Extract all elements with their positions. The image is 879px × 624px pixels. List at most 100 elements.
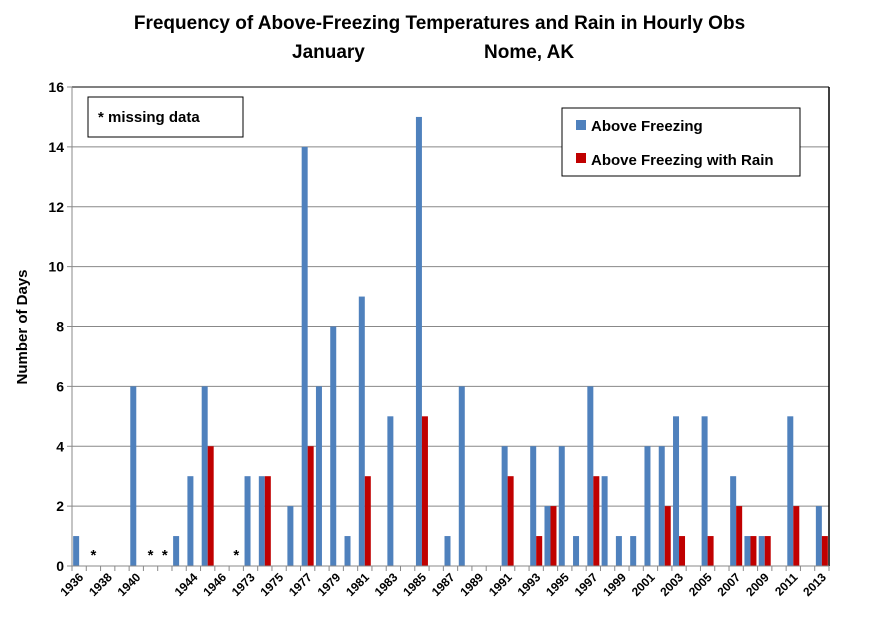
bar-above-freezing-1976 <box>287 506 294 566</box>
x-tick-label: 1979 <box>315 570 344 599</box>
bar-above-freezing-2002 <box>658 446 665 566</box>
chart-title: Frequency of Above-Freezing Temperatures… <box>133 13 746 34</box>
bar-above-freezing-1993 <box>530 446 537 566</box>
bar-above-freezing-2005 <box>701 416 708 566</box>
legend: Above Freezing Above Freezing with Rain <box>561 107 801 177</box>
bar-above-freezing-1945 <box>201 386 208 566</box>
y-tick-label: 10 <box>48 259 64 275</box>
bar-above-freezing-1979 <box>330 326 337 566</box>
x-tick-label: 1940 <box>115 570 144 599</box>
bar-above-freezing-rain-1981 <box>364 476 371 566</box>
bar-above-freezing-1998 <box>601 476 608 566</box>
x-tick-label: 2005 <box>686 570 715 599</box>
bar-above-freezing-1940 <box>130 386 137 566</box>
bar-above-freezing-rain-1991 <box>507 476 514 566</box>
x-tick-label: 1944 <box>172 570 201 599</box>
x-tick-label: 1987 <box>429 570 458 599</box>
x-tick-label: 2007 <box>715 570 744 599</box>
bar-above-freezing-rain-2005 <box>707 536 714 566</box>
x-tick-label: 1983 <box>372 570 401 599</box>
bar-above-freezing-1980 <box>344 536 351 566</box>
y-tick-label: 12 <box>48 199 64 215</box>
legend-swatch-above-freezing <box>576 120 586 130</box>
bar-above-freezing-1988 <box>458 386 465 566</box>
y-tick-label: 4 <box>56 438 64 454</box>
y-tick-label: 0 <box>56 558 64 574</box>
bar-above-freezing-1973 <box>244 476 251 566</box>
bar-above-freezing-2008 <box>744 536 751 566</box>
bar-above-freezing-1978 <box>315 386 322 566</box>
y-tick-label: 6 <box>56 378 64 394</box>
missing-marker: * <box>91 547 97 564</box>
bar-above-freezing-1994 <box>544 506 551 566</box>
bar-above-freezing-2000 <box>630 536 637 566</box>
bar-above-freezing-2013 <box>815 506 822 566</box>
missing-marker: * <box>233 547 239 564</box>
bar-above-freezing-rain-2008 <box>750 536 757 566</box>
bar-above-freezing-rain-1993 <box>536 536 543 566</box>
x-tick-label: 1991 <box>486 570 515 599</box>
bar-above-freezing-1997 <box>587 386 594 566</box>
x-tick-label: 2009 <box>743 570 772 599</box>
bar-above-freezing-1999 <box>615 536 622 566</box>
x-tick-label: 1989 <box>457 570 486 599</box>
bar-above-freezing-2011 <box>787 416 794 566</box>
x-tick-label: 2011 <box>772 570 801 599</box>
x-tick-label: 1946 <box>200 570 229 599</box>
x-tick-label: 1999 <box>600 570 629 599</box>
legend-label-above-freezing: Above Freezing <box>591 118 703 135</box>
chart-subtitle-month: January <box>292 42 365 63</box>
bar-above-freezing-2007 <box>730 476 737 566</box>
bar-above-freezing-rain-1945 <box>207 446 214 566</box>
y-axis-label: Number of Days <box>14 269 31 384</box>
bar-above-freezing-1995 <box>558 446 565 566</box>
bar-above-freezing-rain-2002 <box>664 506 671 566</box>
x-tick-label: 2013 <box>800 570 829 599</box>
bar-above-freezing-1983 <box>387 416 394 566</box>
x-tick-label: 1938 <box>86 570 115 599</box>
bar-above-freezing-rain-2003 <box>679 536 686 566</box>
x-tick-label: 1985 <box>400 570 429 599</box>
bar-above-freezing-2009 <box>758 536 765 566</box>
bar-above-freezing-rain-1985 <box>421 416 428 566</box>
bar-above-freezing-1944 <box>187 476 194 566</box>
x-tick-label: 1936 <box>57 570 86 599</box>
bar-above-freezing-rain-2011 <box>793 506 800 566</box>
bar-above-freezing-1985 <box>415 116 422 566</box>
bar-above-freezing-rain-2007 <box>736 506 743 566</box>
bar-above-freezing-rain-1977 <box>307 446 314 566</box>
x-tick-label: 1993 <box>515 570 544 599</box>
y-tick-label: 8 <box>56 319 64 335</box>
bar-above-freezing-2003 <box>673 416 680 566</box>
x-tick-label: 2003 <box>657 570 686 599</box>
missing-data-note: * missing data <box>87 96 244 138</box>
missing-marker: * <box>162 547 168 564</box>
bar-above-freezing-rain-1974 <box>264 476 271 566</box>
bar-above-freezing-1943 <box>173 536 180 566</box>
bar-above-freezing-2001 <box>644 446 651 566</box>
y-tick-label: 16 <box>48 79 64 95</box>
x-tick-label: 1973 <box>229 570 258 599</box>
x-tick-label: 1981 <box>343 570 372 599</box>
bar-above-freezing-rain-1997 <box>593 476 600 566</box>
chart-subtitle-location: Nome, AK <box>484 42 575 63</box>
y-tick-label: 2 <box>56 498 64 514</box>
bar-above-freezing-1991 <box>501 446 508 566</box>
bar-above-freezing-1974 <box>258 476 265 566</box>
x-tick-label: 1975 <box>257 570 286 599</box>
bar-above-freezing-1977 <box>301 146 308 566</box>
x-tick-label: 1977 <box>286 570 315 599</box>
bar-above-freezing-1987 <box>444 536 451 566</box>
x-tick-label: 2001 <box>629 570 658 599</box>
missing-data-text: * missing data <box>98 109 200 126</box>
bar-above-freezing-1996 <box>573 536 580 566</box>
x-tick-label: 1995 <box>543 570 572 599</box>
y-tick-label: 14 <box>48 139 64 155</box>
bar-above-freezing-1936 <box>73 536 80 566</box>
missing-marker: * <box>148 547 154 564</box>
bar-above-freezing-rain-2013 <box>821 536 828 566</box>
bar-above-freezing-rain-1994 <box>550 506 557 566</box>
bar-above-freezing-rain-2009 <box>764 536 771 566</box>
legend-label-above-freezing-rain: Above Freezing with Rain <box>591 152 774 169</box>
